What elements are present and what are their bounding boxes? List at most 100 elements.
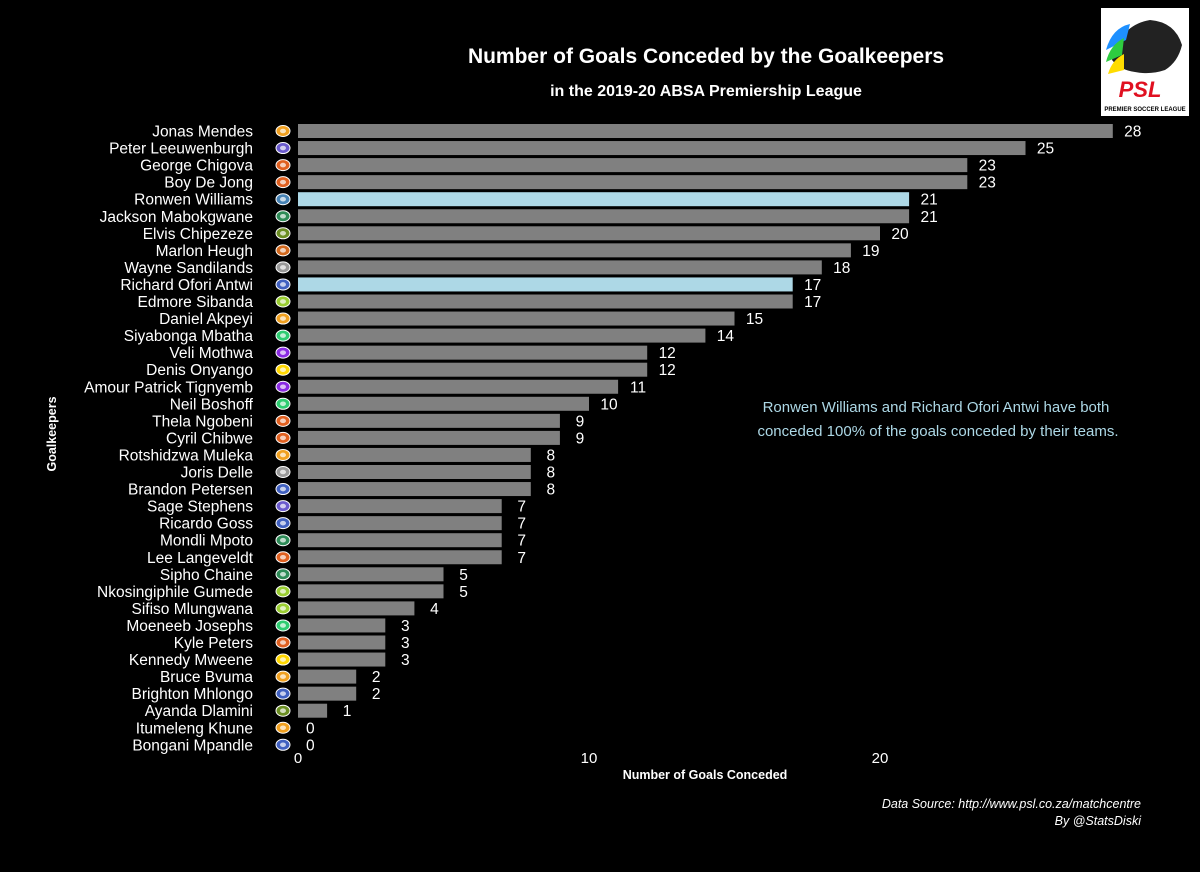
value-label-thela-ngobeni: 9 xyxy=(576,413,585,430)
category-label-elvis-chipezeze: Elvis Chipezeze xyxy=(143,226,253,243)
logo-tagline: PREMIER SOCCER LEAGUE xyxy=(1104,107,1185,113)
team-badge-icon-nkosingiphile-gumede xyxy=(275,585,291,598)
category-label-brighton-mhlongo: Brighton Mhlongo xyxy=(132,686,254,703)
category-label-joris-delle: Joris Delle xyxy=(181,465,253,482)
team-badge-icon-amour-patrick-tignyemb xyxy=(275,380,291,393)
value-label-brandon-petersen: 8 xyxy=(546,482,555,499)
team-badge-icon-sipho-chaine xyxy=(275,568,291,581)
value-label-itumeleng-khune: 0 xyxy=(306,720,315,737)
category-label-moeneeb-josephs: Moeneeb Josephs xyxy=(126,618,253,635)
team-badge-icon-edmore-sibanda xyxy=(275,295,291,308)
value-label-kennedy-mweene: 3 xyxy=(401,652,410,669)
value-label-richard-ofori-antwi: 17 xyxy=(804,277,821,294)
category-label-siyabonga-mbatha: Siyabonga Mbatha xyxy=(124,328,254,345)
value-label-marlon-heugh: 19 xyxy=(862,243,879,260)
team-badge-icon-kennedy-mweene xyxy=(275,653,291,666)
bar-wayne-sandilands xyxy=(298,260,822,275)
value-label-jonas-mendes: 28 xyxy=(1124,124,1141,141)
value-label-sipho-chaine: 5 xyxy=(459,567,468,584)
category-label-denis-onyango: Denis Onyango xyxy=(146,362,253,379)
bar-boy-de-jong xyxy=(298,175,968,190)
value-label-elvis-chipezeze: 20 xyxy=(891,226,909,243)
category-label-sifiso-mlungwana: Sifiso Mlungwana xyxy=(132,601,254,618)
team-badge-icon-brighton-mhlongo xyxy=(275,687,291,700)
bar-jackson-mabokgwane xyxy=(298,209,910,224)
bar-joris-delle xyxy=(298,465,531,479)
bar-brandon-petersen xyxy=(298,482,531,497)
data-source: Data Source: http://www.psl.co.za/matchc… xyxy=(882,797,1141,811)
value-label-kyle-peters: 3 xyxy=(401,635,410,652)
team-badge-icon-daniel-akpeyi xyxy=(275,312,291,325)
team-badge-icon-neil-boshoff xyxy=(275,397,291,410)
bar-brighton-mhlongo xyxy=(298,686,357,701)
category-label-rotshidzwa-muleka: Rotshidzwa Muleka xyxy=(119,447,254,464)
value-label-siyabonga-mbatha: 14 xyxy=(717,328,735,345)
team-badge-icon-moeneeb-josephs xyxy=(275,619,291,632)
bar-mondli-mpoto xyxy=(298,533,502,548)
bar-sifiso-mlungwana xyxy=(298,601,415,616)
value-label-moeneeb-josephs: 3 xyxy=(401,618,410,635)
team-badge-icon-veli-mothwa xyxy=(275,346,291,359)
bar-elvis-chipezeze xyxy=(298,226,880,241)
category-label-itumeleng-khune: Itumeleng Khune xyxy=(136,720,253,737)
bar-daniel-akpeyi xyxy=(298,311,735,326)
bar-george-chigova xyxy=(298,158,968,173)
bar-ronwen-williams xyxy=(298,192,910,207)
team-badge-icon-sage-stephens xyxy=(275,500,291,513)
annotation-line-2: conceded 100% of the goals conceded by t… xyxy=(757,423,1118,440)
team-badge-icon-thela-ngobeni xyxy=(275,414,291,427)
category-label-edmore-sibanda: Edmore Sibanda xyxy=(138,294,254,311)
team-badge-icon-ronwen-williams xyxy=(275,193,291,206)
team-badge-icon-ayanda-dlamini xyxy=(275,704,291,717)
team-badge-icon-george-chigova xyxy=(275,159,291,172)
y-axis-title: Goalkeepers xyxy=(45,396,59,471)
team-badge-icon-siyabonga-mbatha xyxy=(275,329,291,342)
category-label-peter-leeuwenburgh: Peter Leeuwenburgh xyxy=(109,141,253,158)
category-label-brandon-petersen: Brandon Petersen xyxy=(128,482,253,499)
bar-cyril-chibwe xyxy=(298,430,560,445)
value-label-lee-langeveldt: 7 xyxy=(517,550,526,567)
team-badge-icon-cyril-chibwe xyxy=(275,431,291,444)
value-label-edmore-sibanda: 17 xyxy=(804,294,821,311)
value-label-joris-delle: 8 xyxy=(546,465,555,482)
bar-moeneeb-josephs xyxy=(298,618,386,633)
category-label-daniel-akpeyi: Daniel Akpeyi xyxy=(159,311,253,328)
category-label-ronwen-williams: Ronwen Williams xyxy=(134,192,253,209)
bar-richard-ofori-antwi xyxy=(298,277,793,292)
category-label-jackson-mabokgwane: Jackson Mabokgwane xyxy=(100,209,253,226)
value-label-bruce-bvuma: 2 xyxy=(372,669,381,686)
value-label-peter-leeuwenburgh: 25 xyxy=(1037,141,1054,158)
value-label-amour-patrick-tignyemb: 11 xyxy=(630,379,646,396)
category-label-kyle-peters: Kyle Peters xyxy=(174,635,254,652)
bar-jonas-mendes xyxy=(298,124,1113,138)
annotation-line-1: Ronwen Williams and Richard Ofori Antwi … xyxy=(763,399,1110,416)
category-label-veli-mothwa: Veli Mothwa xyxy=(169,345,253,362)
x-tick-label-10: 10 xyxy=(581,750,598,767)
category-label-jonas-mendes: Jonas Mendes xyxy=(152,124,253,141)
author-credit: By @StatsDiski xyxy=(1055,814,1143,828)
value-label-nkosingiphile-gumede: 5 xyxy=(459,584,468,601)
team-badge-icon-kyle-peters xyxy=(275,636,291,649)
category-label-thela-ngobeni: Thela Ngobeni xyxy=(152,413,253,430)
chart-title: Number of Goals Conceded by the Goalkeep… xyxy=(468,45,944,68)
category-label-george-chigova: George Chigova xyxy=(140,158,253,175)
bar-sage-stephens xyxy=(298,499,502,514)
category-label-sage-stephens: Sage Stephens xyxy=(147,499,253,516)
category-label-ricardo-goss: Ricardo Goss xyxy=(159,516,253,533)
category-label-wayne-sandilands: Wayne Sandilands xyxy=(124,260,253,277)
bar-thela-ngobeni xyxy=(298,413,560,428)
value-label-sifiso-mlungwana: 4 xyxy=(430,601,439,618)
team-badge-icon-rotshidzwa-muleka xyxy=(275,448,291,461)
category-label-amour-patrick-tignyemb: Amour Patrick Tignyemb xyxy=(84,379,253,396)
bar-neil-boshoff xyxy=(298,396,589,411)
category-label-mondli-mpoto: Mondli Mpoto xyxy=(160,533,253,550)
bar-denis-onyango xyxy=(298,362,648,377)
x-tick-label-0: 0 xyxy=(294,750,302,767)
category-label-bongani-mpandle: Bongani Mpandle xyxy=(132,737,253,754)
psl-logo: PSL PREMIER SOCCER LEAGUE xyxy=(1101,8,1189,116)
bar-nkosingiphile-gumede xyxy=(298,584,444,599)
team-badge-icon-ricardo-goss xyxy=(275,517,291,530)
bar-bruce-bvuma xyxy=(298,669,357,684)
